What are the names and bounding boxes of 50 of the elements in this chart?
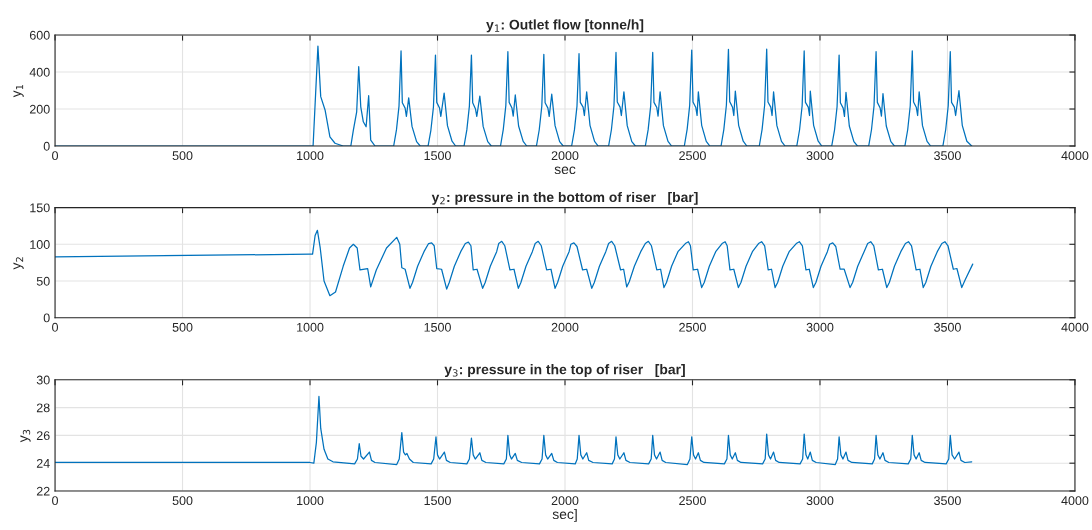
x-tick-label: 2500 <box>679 496 706 506</box>
y-axis-title: y$_{3}$ <box>20 429 31 443</box>
x-tick-label: 3500 <box>934 151 961 161</box>
chart-title: y$_{2}$: pressure in the bottom of riser [bar] <box>431 191 698 205</box>
x-tick-label: 4000 <box>1061 496 1089 506</box>
y-tick-label: 26 <box>36 431 50 441</box>
x-tick-label: 1000 <box>297 322 324 332</box>
x-tick-label: 2000 <box>551 151 579 161</box>
y-tick-label: 0 <box>43 141 50 151</box>
x-tick-label: 3000 <box>806 151 834 161</box>
x-tick-label: 1500 <box>424 322 451 332</box>
y-tick-label: 100 <box>30 240 50 249</box>
x-tick-label: 1500 <box>424 151 451 161</box>
y-tick-label: 200 <box>29 104 50 114</box>
y-tick-label: 50 <box>36 276 50 286</box>
y-tick-label: 150 <box>30 203 50 213</box>
chart-title: y$_{3}$: pressure in the top of riser [bar] <box>444 364 685 378</box>
y-tick-label: 24 <box>36 458 50 468</box>
x-tick-label: 4000 <box>1061 151 1089 161</box>
x-tick-label: 0 <box>52 496 59 506</box>
y-axis-title: y$_{2}$ <box>13 257 24 270</box>
x-tick-label: 3500 <box>934 496 961 506</box>
x-tick-label: 3500 <box>934 322 961 332</box>
y-tick-label: 22 <box>36 486 50 496</box>
y-tick-label: 600 <box>29 30 50 40</box>
y-tick-label: 28 <box>36 403 50 413</box>
x-tick-label: 2500 <box>679 322 706 332</box>
x-tick-label: 3000 <box>806 322 834 332</box>
x-tick-label: 2000 <box>551 322 579 332</box>
x-tick-label: 3000 <box>806 496 834 506</box>
x-tick-label: 2500 <box>679 151 706 161</box>
x-axis-title: sec] <box>552 508 577 522</box>
line-series <box>55 229 974 297</box>
x-tick-label: 500 <box>172 496 193 506</box>
x-tick-label: 2000 <box>551 496 579 506</box>
x-tick-label: 500 <box>172 151 193 161</box>
x-tick-label: 4000 <box>1061 322 1089 332</box>
x-axis-title: sec <box>554 166 576 175</box>
x-tick-label: 1000 <box>297 496 324 506</box>
x-tick-label: 1500 <box>424 496 451 506</box>
x-tick-label: 0 <box>52 151 59 161</box>
y-tick-label: 30 <box>36 375 50 385</box>
chart-title: y$_{1}$: Outlet flow [tonne/h] <box>486 19 644 33</box>
x-tick-label: 1000 <box>297 151 324 161</box>
y-axis-title: y$_{1}$ <box>13 85 24 98</box>
x-tick-label: 500 <box>172 322 193 332</box>
x-tick-label: 0 <box>52 322 59 332</box>
y-tick-label: 400 <box>29 67 50 77</box>
line-series <box>55 395 973 466</box>
y-tick-label: 0 <box>43 313 50 323</box>
